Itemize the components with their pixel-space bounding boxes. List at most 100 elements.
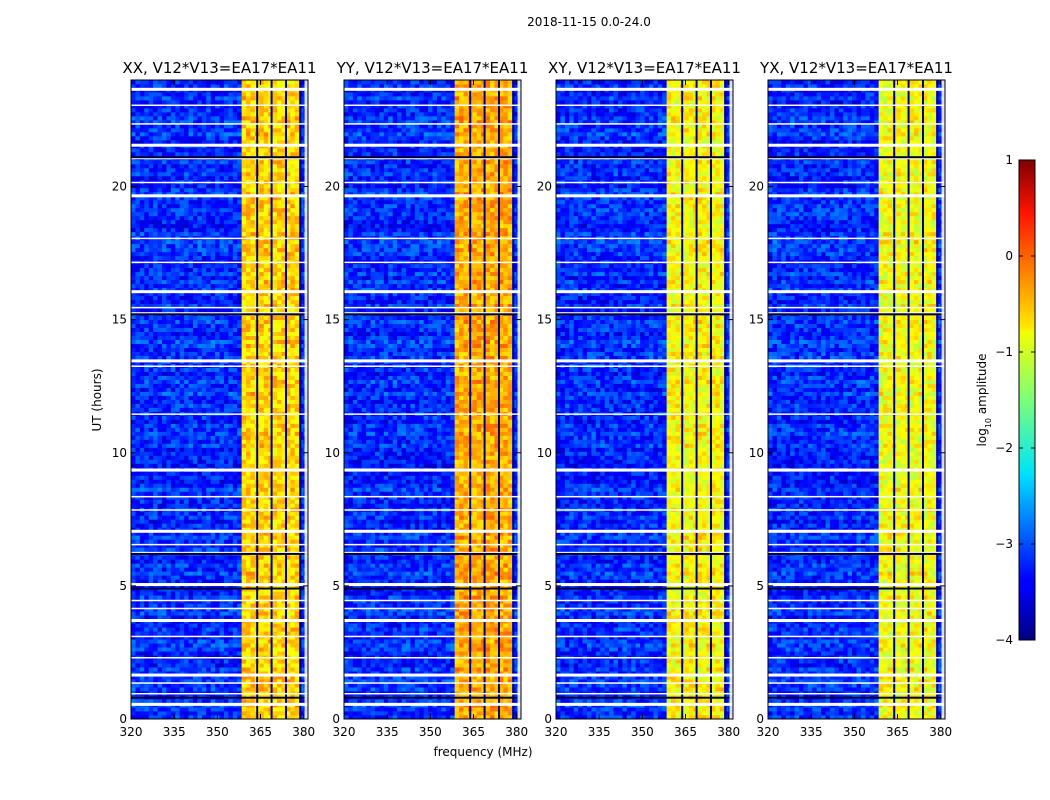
flagged-row xyxy=(768,290,945,294)
flagged-row xyxy=(344,157,521,160)
flagged-channel xyxy=(512,80,515,719)
y-tick-label: 5 xyxy=(332,579,340,593)
flagged-row xyxy=(768,194,945,198)
flagged-row xyxy=(344,123,521,125)
flagged-row xyxy=(344,312,521,314)
panel-title: YY, V12*V13=EA17*EA11 xyxy=(336,59,529,77)
flagged-row xyxy=(131,157,308,160)
flagged-row xyxy=(131,123,308,125)
heatmap-image xyxy=(768,80,945,719)
flagged-channel xyxy=(483,80,486,719)
flagged-row xyxy=(768,468,945,472)
flagged-row xyxy=(131,413,308,415)
flagged-row xyxy=(344,607,521,610)
x-tick-label: 380 xyxy=(505,725,528,739)
y-tick-label: 20 xyxy=(325,180,340,194)
flagged-row xyxy=(556,365,733,367)
flagged-channel xyxy=(270,80,273,719)
flagged-row xyxy=(768,657,945,659)
x-tick-label: 365 xyxy=(462,725,485,739)
x-tick-label: 335 xyxy=(800,725,823,739)
flagged-row xyxy=(131,692,308,695)
y-tick-label: 10 xyxy=(325,446,340,460)
flagged-row xyxy=(768,673,945,677)
colorbar-tick-label: 1 xyxy=(1005,153,1013,167)
flagged-row xyxy=(768,583,945,587)
flagged-row xyxy=(131,599,308,602)
flagged-row xyxy=(556,692,733,695)
dark-row xyxy=(344,587,521,590)
x-tick-label: 350 xyxy=(631,725,654,739)
dark-row xyxy=(131,156,308,159)
dark-row xyxy=(131,313,308,316)
flagged-row xyxy=(556,237,733,240)
dark-row xyxy=(131,696,308,699)
panel-title: YX, V12*V13=EA17*EA11 xyxy=(759,59,953,77)
dark-row xyxy=(556,156,733,159)
flagged-row xyxy=(768,702,945,706)
flagged-row xyxy=(131,682,308,684)
flagged-row xyxy=(556,607,733,610)
flagged-channel xyxy=(936,80,939,719)
flagged-row xyxy=(131,607,308,610)
panel-0: XX, V12*V13=EA17*EA11 320 335 350 365 380 0 5 10… xyxy=(112,59,317,739)
flagged-row xyxy=(344,194,521,198)
flagged-row xyxy=(131,359,308,363)
x-tick-label: 365 xyxy=(249,725,272,739)
flagged-row xyxy=(556,306,733,309)
flagged-row xyxy=(131,181,308,184)
x-tick-label: 335 xyxy=(376,725,399,739)
flagged-row xyxy=(131,365,308,367)
flagged-row xyxy=(556,104,733,107)
flagged-row xyxy=(768,413,945,415)
flagged-row xyxy=(556,413,733,415)
panel-title: XX, V12*V13=EA17*EA11 xyxy=(122,59,316,77)
flagged-channel xyxy=(469,80,472,719)
panel-2: XY, V12*V13=EA17*EA11 320 335 350 365 380 0 5 10… xyxy=(537,59,741,739)
flagged-row xyxy=(344,143,521,147)
flagged-channel xyxy=(921,80,924,719)
flagged-row xyxy=(556,261,733,264)
heatmap-image xyxy=(131,80,308,719)
y-tick-label: 0 xyxy=(756,712,764,726)
y-tick-label: 20 xyxy=(749,180,764,194)
flagged-row xyxy=(556,682,733,684)
flagged-channel xyxy=(497,80,500,719)
flagged-row xyxy=(131,237,308,240)
flagged-row xyxy=(344,509,521,511)
colorbar-tick-label: −1 xyxy=(995,345,1013,359)
flagged-row xyxy=(768,359,945,363)
flagged-row xyxy=(768,157,945,160)
flagged-row xyxy=(556,157,733,160)
dark-row xyxy=(556,552,733,555)
flagged-row xyxy=(131,495,308,498)
flagged-channel xyxy=(299,80,302,719)
flagged-channel xyxy=(695,80,698,719)
panel-frame xyxy=(555,79,734,720)
y-tick-label: 20 xyxy=(537,180,552,194)
flagged-row xyxy=(131,87,308,91)
panel-frame xyxy=(130,79,309,720)
panel-title: XY, V12*V13=EA17*EA11 xyxy=(548,59,741,77)
flagged-row xyxy=(344,657,521,659)
flagged-row xyxy=(344,237,521,240)
flagged-row xyxy=(131,618,308,622)
y-tick-label: 0 xyxy=(332,712,340,726)
y-tick-label: 5 xyxy=(119,579,127,593)
y-tick-label: 20 xyxy=(112,180,127,194)
flagged-row xyxy=(768,237,945,240)
flagged-row xyxy=(556,599,733,602)
flagged-channel xyxy=(284,80,287,719)
dark-row xyxy=(768,587,945,590)
heatmap-image xyxy=(344,80,521,719)
flagged-row xyxy=(131,673,308,677)
flagged-row xyxy=(556,123,733,125)
flagged-row xyxy=(768,618,945,622)
flagged-row xyxy=(344,413,521,415)
flagged-row xyxy=(768,529,945,533)
y-tick-label: 0 xyxy=(544,712,552,726)
y-tick-label: 5 xyxy=(756,579,764,593)
flagged-row xyxy=(344,290,521,294)
flagged-row xyxy=(556,529,733,533)
panel-1: YY, V12*V13=EA17*EA11 320 335 350 365 380 0 5 10… xyxy=(325,59,529,739)
